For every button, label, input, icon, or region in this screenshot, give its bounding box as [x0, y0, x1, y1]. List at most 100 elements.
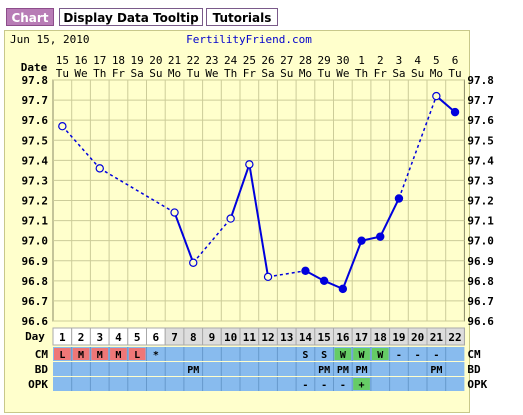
tab-display-data-tooltip[interactable]: Display Data Tooltip — [59, 8, 203, 26]
cycle-day-label: 10 — [224, 331, 237, 344]
tab-tutorials[interactable]: Tutorials — [206, 8, 278, 26]
cycle-day-label: 14 — [299, 331, 313, 344]
date-number: 6 — [452, 54, 459, 67]
weekday-label: Sa — [131, 67, 144, 80]
y-tick-label-right: 96.9 — [467, 255, 494, 268]
date-number: 29 — [318, 54, 331, 67]
cycle-day-label: 16 — [336, 331, 350, 344]
date-number: 23 — [205, 54, 218, 67]
cell-highlight — [110, 348, 127, 360]
row-cell-value: S — [321, 350, 327, 361]
row-label-left-cm: CM — [35, 348, 49, 361]
date-number: 21 — [168, 54, 181, 67]
y-tick-label-right: 97.5 — [467, 134, 494, 147]
weekday-label: Tu — [318, 67, 331, 80]
cycle-day-label: 1 — [59, 331, 66, 344]
weekday-label: Th — [355, 67, 368, 80]
cell-highlight — [72, 348, 90, 360]
cycle-day-label: 4 — [115, 331, 122, 344]
y-tick-label-left: 97.7 — [22, 94, 49, 107]
cell-highlight — [334, 348, 352, 360]
day-cell — [445, 327, 465, 346]
date-number: 16 — [74, 54, 87, 67]
row-cell-value: - — [396, 350, 402, 361]
row-label-left-bd: BD — [35, 363, 49, 376]
cell-highlight — [371, 348, 389, 360]
cell-highlight — [353, 378, 370, 390]
chart-date: Jun 15, 2010 — [10, 33, 89, 46]
weekday-label: Mo — [168, 67, 181, 80]
y-tick-label-right: 97.1 — [467, 215, 494, 228]
cell-highlight — [128, 348, 146, 360]
temperature-point — [245, 160, 254, 169]
cycle-day-label: 21 — [430, 331, 444, 344]
date-row-label: Date — [21, 61, 48, 74]
weekday-label: Sa — [392, 67, 405, 80]
row-cell-value: W — [377, 350, 384, 361]
cycle-day-label: 9 — [209, 331, 216, 344]
date-number: 1 — [358, 54, 365, 67]
cycle-day-label: 13 — [280, 331, 293, 344]
row-cell-value: M — [78, 350, 84, 361]
cycle-day-label: 8 — [190, 331, 197, 344]
temperature-point — [263, 272, 273, 282]
cycle-day-label: 18 — [374, 331, 387, 344]
temperature-point — [376, 232, 385, 241]
date-number: 20 — [149, 54, 162, 67]
cycle-day-label: 5 — [134, 331, 141, 344]
weekday-label: Tu — [187, 67, 200, 80]
temperature-point — [432, 91, 441, 101]
row-cell-value: - — [415, 350, 421, 361]
weekday-label: Fr — [243, 67, 257, 80]
cell-highlight — [54, 348, 71, 360]
y-tick-label-left: 97.2 — [22, 195, 49, 208]
weekday-label: Tu — [56, 67, 69, 80]
row-cell-value: PM — [318, 365, 330, 376]
date-number: 2 — [377, 54, 384, 67]
row-cell-value: M — [97, 350, 103, 361]
temperature-point — [170, 208, 179, 217]
row-cell-value: PM — [187, 365, 199, 376]
date-number: 3 — [396, 54, 403, 67]
y-tick-label-left: 96.8 — [22, 275, 49, 288]
row-cell-value: L — [59, 350, 65, 361]
date-number: 28 — [299, 54, 312, 67]
y-tick-label-right: 97.8 — [467, 74, 494, 87]
date-number: 26 — [261, 54, 274, 67]
tab-chart[interactable]: Chart — [6, 8, 54, 26]
row-label-bd: BD — [467, 363, 481, 376]
y-tick-label-right: 97.4 — [467, 154, 494, 167]
date-number: 25 — [243, 54, 256, 67]
temperature-point — [319, 276, 329, 286]
y-tick-label-left: 97.8 — [22, 74, 49, 87]
cycle-day-label: 22 — [448, 331, 461, 344]
weekday-label: Su — [280, 67, 293, 80]
date-number: 27 — [280, 54, 293, 67]
temperature-point — [338, 284, 348, 294]
y-tick-label-right: 96.6 — [467, 315, 494, 328]
row-cell-value: - — [340, 380, 346, 391]
date-number: 30 — [336, 54, 349, 67]
temperature-segment — [192, 218, 232, 264]
y-tick-label-left: 97.3 — [22, 174, 49, 187]
row-cell-value: S — [302, 350, 308, 361]
weekday-label: Su — [411, 67, 424, 80]
date-number: 17 — [93, 54, 106, 67]
temperature-point — [58, 121, 67, 131]
weekday-label: Tu — [448, 67, 461, 80]
y-tick-label-left: 97.1 — [22, 215, 49, 228]
weekday-label: Mo — [299, 67, 312, 80]
date-number: 5 — [433, 54, 440, 67]
y-tick-label-right: 97.6 — [467, 114, 494, 127]
row-label-cm: CM — [467, 348, 481, 361]
temperature-point — [226, 214, 235, 223]
cell-highlight — [91, 348, 109, 360]
date-number: 18 — [112, 54, 125, 67]
temperature-point — [450, 107, 460, 117]
cycle-day-label: 2 — [78, 331, 85, 344]
cycle-day-label: 6 — [153, 331, 160, 344]
row-cell-value: * — [153, 350, 159, 361]
date-number: 19 — [131, 54, 144, 67]
temperature-segment — [99, 167, 175, 214]
weekday-label: Sa — [261, 67, 274, 80]
